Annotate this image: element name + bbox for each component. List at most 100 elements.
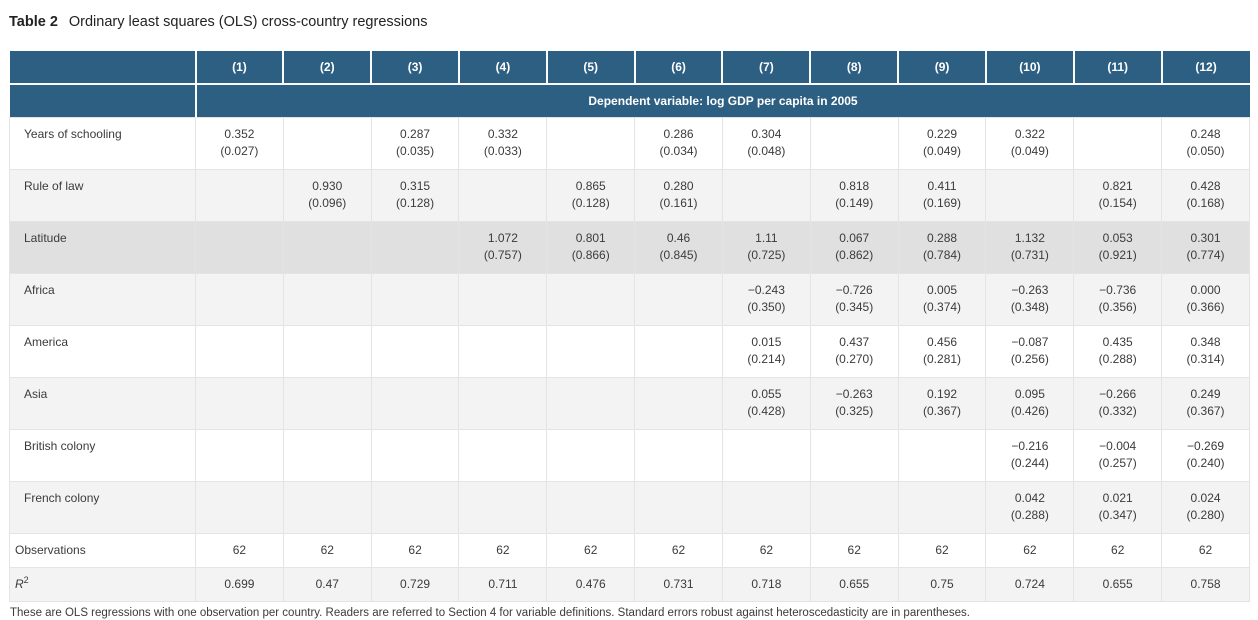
data-cell [546, 481, 636, 534]
data-cell [282, 429, 372, 482]
data-cell: −0.269 (0.240) [1161, 429, 1250, 482]
data-cell [634, 273, 723, 326]
data-cell: 62 [985, 533, 1075, 568]
data-cell: 0.655 [809, 567, 899, 602]
dependent-variable-header: Dependent variable: log GDP per capita i… [194, 84, 1250, 118]
data-cell: 0.192 (0.367) [897, 377, 987, 430]
standard-error: (0.367) [923, 404, 962, 418]
coefficient: 0.005 [927, 283, 958, 297]
data-cell [370, 325, 460, 378]
standard-error: (0.348) [1010, 300, 1049, 314]
data-cell [546, 377, 636, 430]
data-cell [370, 429, 460, 482]
standard-error: (0.866) [571, 248, 610, 262]
data-cell: 0.865 (0.128) [546, 169, 636, 222]
standard-error: (0.154) [1098, 196, 1137, 210]
data-cell: 0.729 [370, 567, 460, 602]
row-label: Years of schooling [9, 117, 196, 170]
standard-error: (0.214) [747, 352, 786, 366]
data-cell: 1.072 (0.757) [458, 221, 548, 274]
data-cell: 0.348 (0.314) [1161, 325, 1250, 378]
data-cell [458, 429, 548, 482]
coefficient: 0.301 [1190, 231, 1221, 245]
coefficient: 0.042 [1014, 491, 1045, 505]
data-cell [458, 169, 548, 222]
data-cell: 0.053 (0.921) [1073, 221, 1163, 274]
coefficient: 0.249 [1190, 387, 1221, 401]
table-row: Observations 62 62 62 62 62 62 62 62 62 62 62 62 [9, 533, 1250, 568]
data-cell: 0.229 (0.049) [897, 117, 987, 170]
coefficient: 0.286 [663, 127, 694, 141]
data-cell: 0.821 (0.154) [1073, 169, 1163, 222]
standard-error: (0.367) [1186, 404, 1225, 418]
coefficient: 0.053 [1102, 231, 1133, 245]
data-cell: 0.095 (0.426) [985, 377, 1075, 430]
coefficient: 0.930 [312, 179, 343, 193]
table-row: R2 0.699 0.47 0.729 0.711 0.476 0.731 0.718 0.65… [9, 567, 1250, 602]
data-cell: 0.47 [282, 567, 372, 602]
standard-error: (0.757) [483, 248, 522, 262]
data-cell: 0.655 [1073, 567, 1163, 602]
data-cell [546, 117, 636, 170]
column-header: (11) [1072, 51, 1162, 85]
standard-error: (0.240) [1186, 456, 1225, 470]
column-header: (8) [809, 51, 899, 85]
regression-table: (1) (2) (3) (4) (5) (6) (7) (8) (9) (10)… [9, 51, 1250, 602]
coefficient: −0.087 [1011, 335, 1049, 349]
standard-error: (0.314) [1186, 352, 1225, 366]
coefficient: 0.332 [487, 127, 518, 141]
coefficient: 0.288 [927, 231, 958, 245]
data-cell [195, 325, 284, 378]
data-cell [282, 221, 372, 274]
data-cell: 0.301 (0.774) [1161, 221, 1250, 274]
coefficient: 0.280 [663, 179, 694, 193]
standard-error: (0.731) [1010, 248, 1049, 262]
column-header: (5) [545, 51, 635, 85]
coefficient: 0.248 [1190, 127, 1221, 141]
table-body: Years of schooling 0.352 (0.027) 0.287 (0.03… [9, 117, 1250, 602]
coefficient: 0.055 [751, 387, 782, 401]
data-cell: 0.801 (0.866) [546, 221, 636, 274]
standard-error: (0.256) [1010, 352, 1049, 366]
data-cell: 0.435 (0.288) [1073, 325, 1163, 378]
data-cell: 0.818 (0.149) [809, 169, 899, 222]
data-cell: −0.726 (0.345) [809, 273, 899, 326]
data-cell: 0.280 (0.161) [634, 169, 723, 222]
standard-error: (0.366) [1186, 300, 1225, 314]
standard-error: (0.270) [835, 352, 874, 366]
data-cell: 0.287 (0.035) [370, 117, 460, 170]
standard-error: (0.244) [1010, 456, 1049, 470]
standard-error: (0.774) [1186, 248, 1225, 262]
standard-error: (0.027) [220, 144, 259, 158]
data-cell [195, 429, 284, 482]
data-cell: 0.46 (0.845) [634, 221, 723, 274]
coefficient: −0.269 [1187, 439, 1225, 453]
column-header: (7) [721, 51, 811, 85]
data-cell: 0.352 (0.027) [195, 117, 284, 170]
data-cell: 0.304 (0.048) [721, 117, 811, 170]
data-cell: 0.411 (0.169) [897, 169, 987, 222]
data-cell [809, 117, 899, 170]
standard-error: (0.921) [1098, 248, 1137, 262]
coefficient: −0.726 [835, 283, 873, 297]
data-cell: 62 [721, 533, 811, 568]
data-cell: 0.042 (0.288) [985, 481, 1075, 534]
row-label: America [9, 325, 196, 378]
coefficient: 0.352 [224, 127, 255, 141]
data-cell [458, 273, 548, 326]
coefficient: 0.000 [1190, 283, 1221, 297]
data-cell: 62 [458, 533, 548, 568]
standard-error: (0.288) [1010, 508, 1049, 522]
coefficient: 1.072 [487, 231, 518, 245]
data-cell: 0.322 (0.049) [985, 117, 1075, 170]
table-row: British colony −0.216 (0.244) −0.004 (0.257)… [9, 429, 1250, 482]
standard-error: (0.428) [747, 404, 786, 418]
data-cell [809, 481, 899, 534]
coefficient: 0.024 [1190, 491, 1221, 505]
row-label: Rule of law [9, 169, 196, 222]
coefficient: 0.801 [575, 231, 606, 245]
column-number-row: (1) (2) (3) (4) (5) (6) (7) (8) (9) (10)… [9, 51, 1250, 85]
data-cell: 0.249 (0.367) [1161, 377, 1250, 430]
data-cell [195, 273, 284, 326]
